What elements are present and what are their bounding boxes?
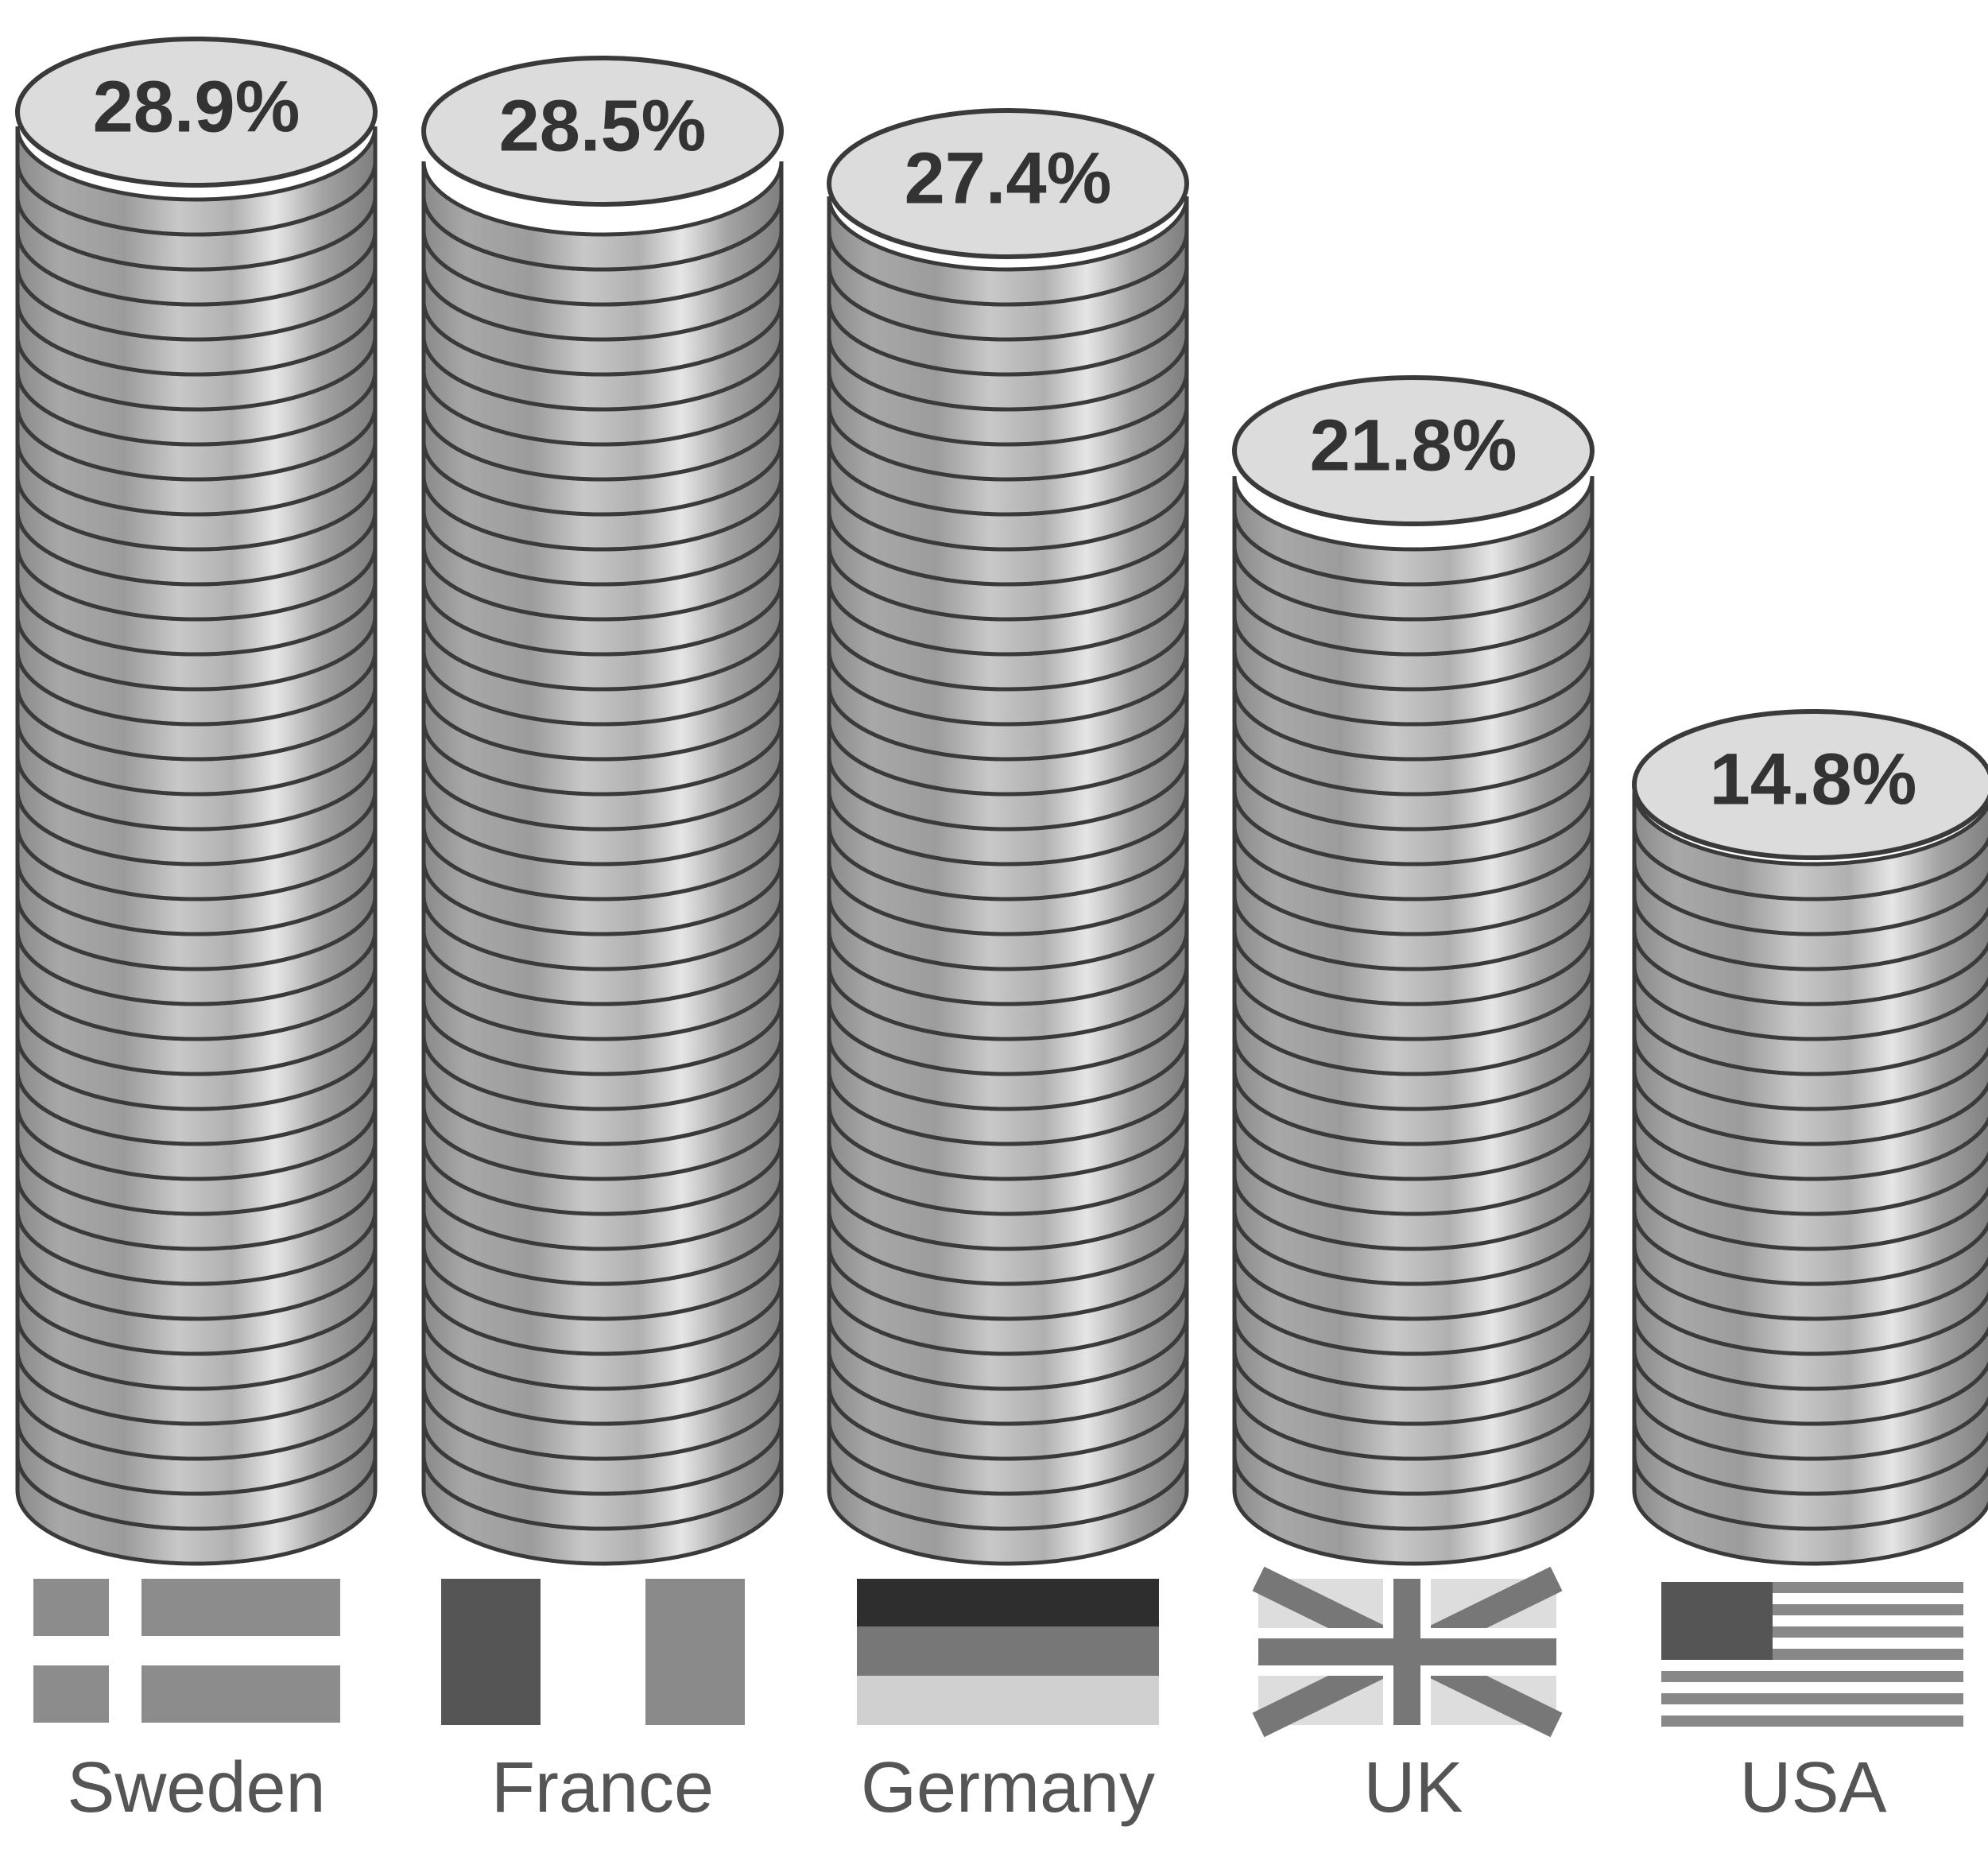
coin-stack [829,110,1187,1564]
flag-france [441,1579,745,1725]
category-label: USA [1739,1748,1886,1828]
category-label: Germany [861,1748,1155,1828]
coin-stack [1234,378,1592,1564]
value-label: 28.9% [93,66,300,147]
coin-stack [17,39,375,1564]
flag-usa [1661,1582,1963,1727]
category-label: Sweden [67,1748,325,1828]
category-label: UK [1363,1748,1463,1828]
flag-germany [857,1579,1159,1725]
page: 28.9% Sweden 28.5% France 27.4% Germany 21.8% U… [0,0,1988,1857]
category-label: France [491,1748,714,1828]
flag-sweden [33,1579,340,1723]
flag-uk [1258,1579,1556,1725]
value-label: 28.5% [499,85,707,166]
chart: 28.9% Sweden 28.5% France 27.4% Germany 21.8% U… [0,0,1988,1857]
value-label: 21.8% [1310,405,1517,486]
coin-stack [1634,711,1988,1564]
coin-stack [424,58,781,1564]
value-label: 27.4% [905,138,1112,219]
value-label: 14.8% [1710,739,1917,820]
